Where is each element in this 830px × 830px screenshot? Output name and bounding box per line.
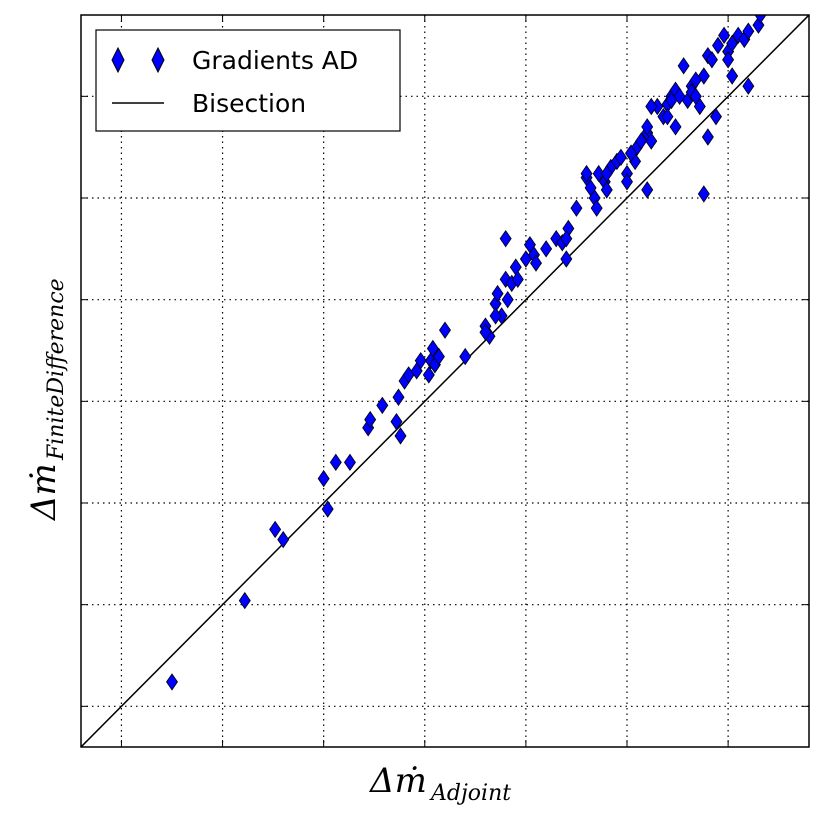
legend-diamond-marker [111,46,125,74]
data-point [491,284,504,303]
data-point [718,26,731,45]
y-axis-label-subscript: FiniteDifference [44,278,69,461]
data-point [767,0,778,13]
data-point [432,347,445,366]
data-point [621,173,633,191]
data-point [580,164,593,183]
data-point [709,107,722,126]
data-point [570,199,583,217]
data-point [677,57,690,75]
data-point [742,77,755,95]
data-point [600,181,613,199]
plot-frame [80,14,810,748]
legend: Gradients AD Bisection [95,29,401,132]
data-point [705,51,718,69]
data-point [422,366,435,384]
data-point [277,530,290,549]
data-point [645,132,658,150]
data-point [697,67,710,85]
data-point [392,388,405,406]
data-point [560,229,573,248]
legend-item-bisection: Bisection [112,89,306,118]
x-axis-label-main: Δṁ [368,761,427,801]
data-point [641,118,654,136]
legend-label-bisection: Bisection [192,89,306,118]
data-point [641,181,654,199]
data-point [635,132,648,150]
data-point [592,164,605,183]
data-point [697,185,710,203]
data-point [742,22,755,40]
data-point [701,128,714,146]
data-point [394,427,407,445]
data-point [343,453,356,472]
data-point [166,673,178,691]
data-point [489,307,502,325]
y-axis-label: Δṁ FiniteDifference [24,278,69,522]
data-point [661,107,674,126]
series-layer [81,0,809,747]
data-point [669,118,682,136]
legend-box [95,29,401,132]
grid-layer [81,15,809,747]
data-point [722,51,735,69]
data-point [726,34,739,53]
data-point [479,323,492,341]
x-axis-label: Δṁ Adjoint [368,761,511,806]
legend-diamond-marker [151,46,165,74]
data-point [540,240,553,258]
bisection-line [81,15,809,747]
x-axis-label-subscript: Adjoint [429,781,511,806]
data-point [501,290,514,309]
data-point [414,351,427,370]
data-point [426,339,439,358]
data-point [376,396,389,415]
data-point [600,164,613,183]
tick-layer [81,15,809,747]
data-point [754,15,767,24]
data-point [530,254,542,272]
data-point [459,347,472,366]
data-point [321,500,334,518]
y-axis-label-main: Δṁ [24,463,64,522]
data-point [269,520,282,539]
data-point [317,469,330,488]
data-point [665,91,678,110]
legend-label-gradients: Gradients AD [192,46,358,75]
data-point [238,591,251,610]
data-point [590,199,603,217]
data-point [614,148,627,167]
data-point [560,250,573,268]
data-point [511,270,524,289]
data-point [712,36,724,55]
data-point [390,412,403,431]
data-point [689,87,702,106]
data-point [329,453,342,472]
data-point [439,321,451,339]
data-point [645,97,658,116]
data-point [364,410,377,429]
legend-item-gradients: Gradients AD [111,46,358,75]
data-point [509,258,522,276]
data-point [499,229,512,248]
data-point [726,67,739,85]
data-point [625,144,638,162]
